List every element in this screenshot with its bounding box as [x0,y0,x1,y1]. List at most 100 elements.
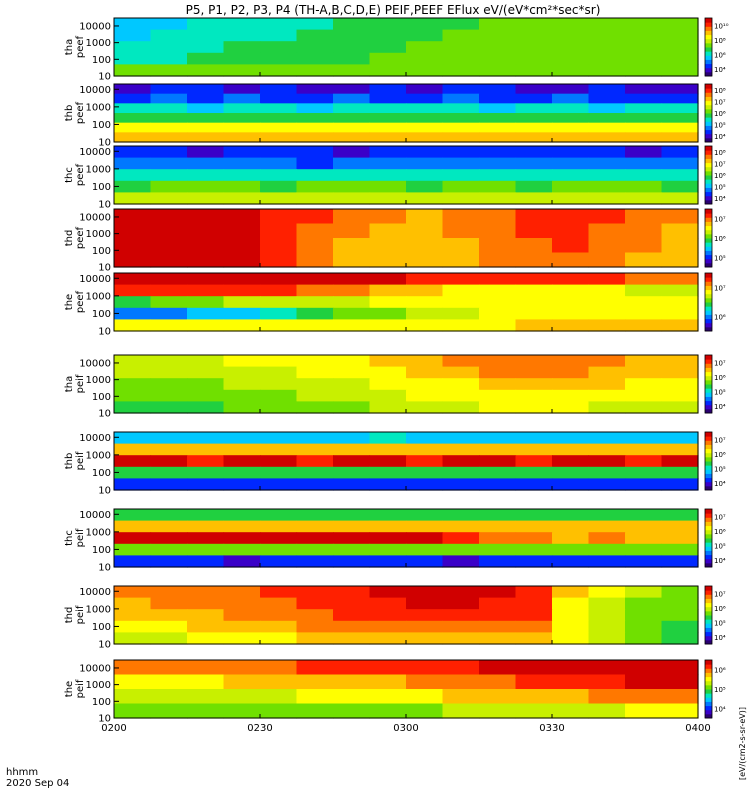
heatmap-cell [661,632,699,645]
colorbar-swatch [705,554,712,560]
heatmap-cell [114,520,152,533]
heatmap-cell [296,103,334,114]
heatmap-cell [296,238,334,254]
heatmap-cell [661,180,699,193]
heatmap-cell [625,660,663,676]
heatmap-cell [625,555,663,568]
heatmap-cell [150,169,188,182]
heatmap-cell [406,180,444,193]
heatmap-cell [552,674,590,690]
heatmap-cell [442,209,480,225]
colorbar-swatch [705,525,712,531]
colorbar-swatch [705,137,712,143]
heatmap-cell [296,93,334,104]
colorbar-swatch [705,558,712,564]
heatmap-cell [479,223,517,239]
colorbar-swatch [705,310,712,315]
heatmap-cell [406,84,444,95]
heatmap-cell [588,466,626,479]
colorbar-tick-label: 10⁷ [714,436,726,444]
heatmap-cell [333,478,371,491]
heatmap-cell [515,509,553,522]
heatmap-cell [442,401,480,414]
heatmap-cell [552,543,590,556]
heatmap-cell [552,180,590,193]
heatmap-cell [479,64,517,77]
heatmap-cell [150,620,188,633]
heatmap-cell [442,597,480,610]
heatmap-cell [442,157,480,170]
heatmap-cell [187,443,225,456]
heatmap-cell [369,41,407,54]
panel-4: 10 100 1000 10000 thd peef 10⁵ 10⁶ 10⁷ [64,208,726,274]
heatmap-cell [552,132,590,143]
heatmap-cell [114,307,152,320]
heatmap-cell [406,319,444,332]
heatmap-cell [661,689,699,705]
heatmap-cell [406,238,444,254]
heatmap-cell [515,93,553,104]
heatmap-cell [187,18,225,31]
y-tick-label: 10000 [79,510,111,521]
heatmap-cell [114,284,152,297]
colorbar-swatch [705,117,712,122]
colorbar-swatch [705,546,712,551]
heatmap-cell [406,543,444,556]
colorbar-tick-label: 10⁶ [714,667,726,675]
colorbar-frame [704,431,713,491]
heatmap-cell [260,703,298,719]
colorbar-tick-label: 10⁷ [714,98,726,106]
colorbar-swatch [705,379,712,385]
heatmap-cell [114,689,152,705]
heatmap-cell [625,18,663,31]
heatmap-cell [661,620,699,633]
heatmap-cell [369,660,407,676]
heatmap-cell [114,703,152,719]
heatmap-cell [369,18,407,31]
colorbar-swatch [705,456,712,462]
heatmap-cell [150,520,188,533]
heatmap-cell [406,389,444,402]
heatmap-cell [661,597,699,610]
heatmap-cell [333,180,371,193]
heatmap-cell [661,443,699,456]
heatmap-cell [296,192,334,205]
heatmap-cell [661,586,699,599]
heatmap-cell [260,532,298,545]
heatmap-cell [114,609,152,622]
colorbar-swatch [705,238,712,243]
heatmap-cell [223,632,261,645]
colorbar-swatch [705,388,712,393]
heatmap-cell [552,355,590,368]
y-tick-label: 10000 [79,85,111,96]
heatmap-cell [588,543,626,556]
heatmap-cell [296,520,334,533]
colorbar-swatch [705,242,712,247]
y-tick-label: 1000 [86,680,111,691]
heatmap-cell [150,64,188,77]
y-axis-label: peef [75,35,86,58]
heatmap-cell [479,455,517,468]
y-axis-label: thb [64,453,75,470]
heatmap-cell [515,520,553,533]
colorbar-swatch [705,469,712,474]
heatmap-cell [114,543,152,556]
heatmap-cell [479,532,517,545]
heatmap-cell [187,296,225,309]
colorbar-swatch [705,209,712,214]
colorbar-swatch [705,217,712,222]
heatmap-cell [296,223,334,239]
colorbar-tick-label: 10⁷ [714,285,726,293]
heatmap-cell [479,543,517,556]
heatmap-cell [479,509,517,522]
colorbar-swatch [705,689,712,694]
heatmap-cell [661,157,699,170]
heatmap-cell [661,223,699,239]
heatmap-cell [552,401,590,414]
heatmap-cell [369,597,407,610]
heatmap-cell [333,132,371,143]
heatmap-cell [296,597,334,610]
heatmap-cell [515,620,553,633]
heatmap-cell [114,103,152,114]
